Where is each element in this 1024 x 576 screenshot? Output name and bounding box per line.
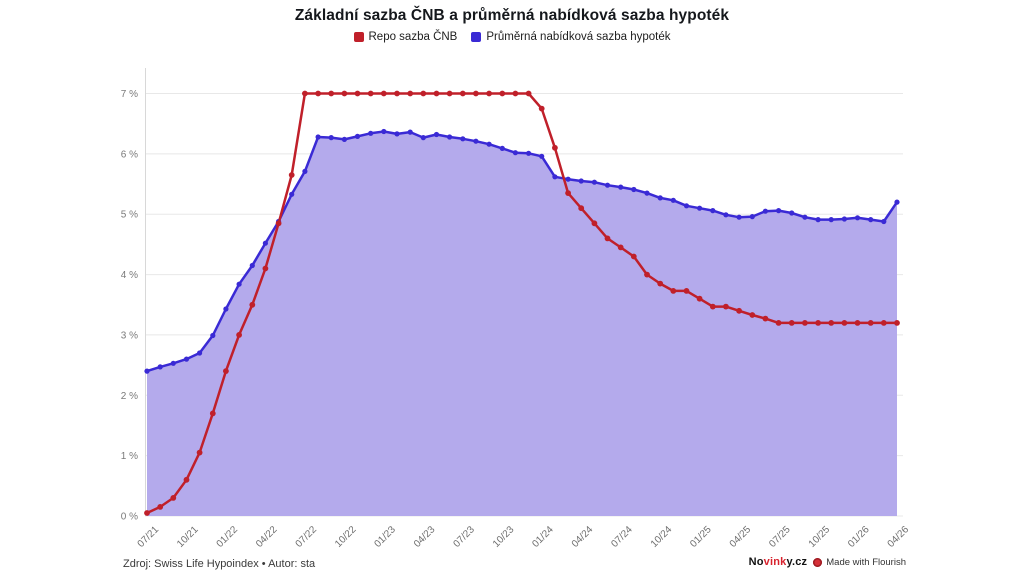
svg-text:6 %: 6 % [121,149,138,160]
footer-credits: Novinky.cz Made with Flourish [749,556,906,568]
legend-swatch-red-icon [353,32,364,42]
repo-rate-line [144,90,900,516]
svg-text:07/22: 07/22 [294,524,320,550]
y-axis-labels: 0 % 1 % 2 % 3 % 4 % 5 % 6 % 7 % [121,89,138,523]
svg-text:0 %: 0 % [121,512,138,523]
novinky-logo[interactable]: Novinky.cz [748,556,808,568]
svg-text:04/24: 04/24 [570,524,596,550]
svg-text:01/23: 01/23 [372,524,398,550]
svg-text:10/21: 10/21 [175,524,201,550]
svg-text:2 %: 2 % [121,391,138,402]
svg-text:01/25: 01/25 [688,524,714,550]
svg-text:01/22: 01/22 [215,524,241,550]
svg-text:10/22: 10/22 [333,524,359,550]
svg-text:1 %: 1 % [121,451,138,462]
legend-label: Repo sazba ČNB [368,31,458,43]
mortgage-rate-area [147,131,897,516]
svg-text:7 %: 7 % [121,89,138,100]
svg-text:04/25: 04/25 [728,524,754,550]
svg-text:4 %: 4 % [121,270,138,281]
chart-title: Základní sazba ČNB a průměrná nabídková … [294,7,730,24]
svg-text:04/22: 04/22 [254,524,280,550]
svg-text:04/23: 04/23 [412,524,438,550]
svg-text:04/26: 04/26 [886,524,912,550]
svg-text:10/25: 10/25 [807,524,833,550]
svg-text:07/25: 07/25 [767,524,793,550]
flourish-credit[interactable]: Made with Flourish [813,557,906,568]
legend-item-hypoteky[interactable]: Průměrná nabídková sazba hypoték [471,31,670,43]
source-caption: Zdroj: Swiss Life Hypoindex • Autor: sta [123,558,316,570]
svg-text:5 %: 5 % [121,210,138,221]
legend-item-repo-sazba[interactable]: Repo sazba ČNB [353,31,458,43]
flourish-credit-label: Made with Flourish [826,556,906,568]
svg-text:3 %: 3 % [121,330,138,341]
svg-text:10/23: 10/23 [491,524,517,550]
legend: Repo sazba ČNB Průměrná nabídková sazba … [0,31,1024,43]
svg-text:07/21: 07/21 [136,524,162,550]
svg-text:01/24: 01/24 [530,524,556,550]
x-axis-labels: 07/21 10/21 01/22 04/22 07/22 10/22 01/23 04/23… [136,524,912,550]
mortgage-rate-line [144,128,900,374]
svg-text:01/26: 01/26 [846,524,872,550]
svg-text:07/23: 07/23 [451,524,477,550]
svg-text:07/24: 07/24 [609,524,635,550]
svg-text:10/24: 10/24 [649,524,675,550]
legend-label: Průměrná nabídková sazba hypoték [486,31,671,43]
flourish-logo-icon [813,557,823,567]
legend-swatch-blue-icon [471,32,482,42]
